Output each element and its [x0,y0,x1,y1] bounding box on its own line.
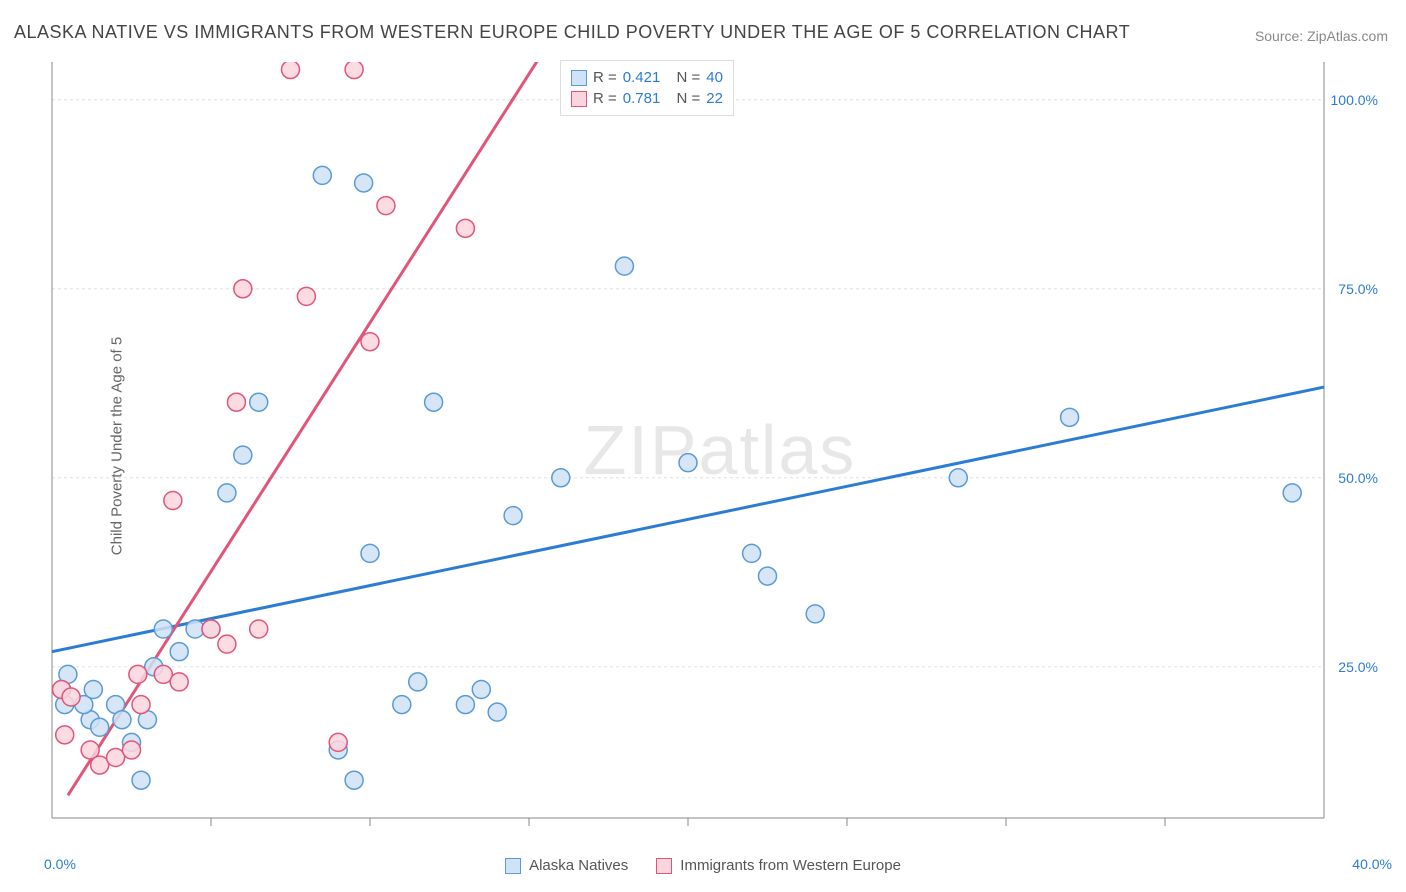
legend-label: Alaska Natives [529,857,628,874]
n-value: 22 [706,90,723,107]
legend-item: Immigrants from Western Europe [656,857,901,874]
chart-source: Source: ZipAtlas.com [1255,28,1388,44]
scatter-chart: 25.0% 50.0% 75.0% 100.0% [46,58,1394,842]
chart-title: ALASKA NATIVE VS IMMIGRANTS FROM WESTERN… [14,22,1130,43]
r-value: 0.781 [623,90,661,107]
svg-text:100.0%: 100.0% [1331,92,1378,108]
svg-text:50.0%: 50.0% [1338,470,1378,486]
correlation-legend: R = 0.421 N = 40 R = 0.781 N = 22 [560,60,734,116]
n-label: N = [676,90,700,107]
x-axis-max-label: 40.0% [1352,856,1392,872]
r-value: 0.421 [623,69,661,86]
legend-row: R = 0.421 N = 40 [571,67,723,88]
x-axis-min-label: 0.0% [44,856,76,872]
legend-swatch [571,70,587,86]
legend-swatch [656,858,672,874]
r-label: R = [593,69,617,86]
legend-row: R = 0.781 N = 22 [571,88,723,109]
n-label: N = [676,69,700,86]
series-legend: Alaska Natives Immigrants from Western E… [0,857,1406,874]
legend-label: Immigrants from Western Europe [680,857,901,874]
svg-text:75.0%: 75.0% [1338,281,1378,297]
r-label: R = [593,90,617,107]
svg-text:25.0%: 25.0% [1338,659,1378,675]
legend-swatch [505,858,521,874]
plot-area: ZIPatlas 25.0%50.0%75.0%100.0% [46,58,1394,842]
n-value: 40 [706,69,723,86]
legend-swatch [571,91,587,107]
legend-item: Alaska Natives [505,857,628,874]
